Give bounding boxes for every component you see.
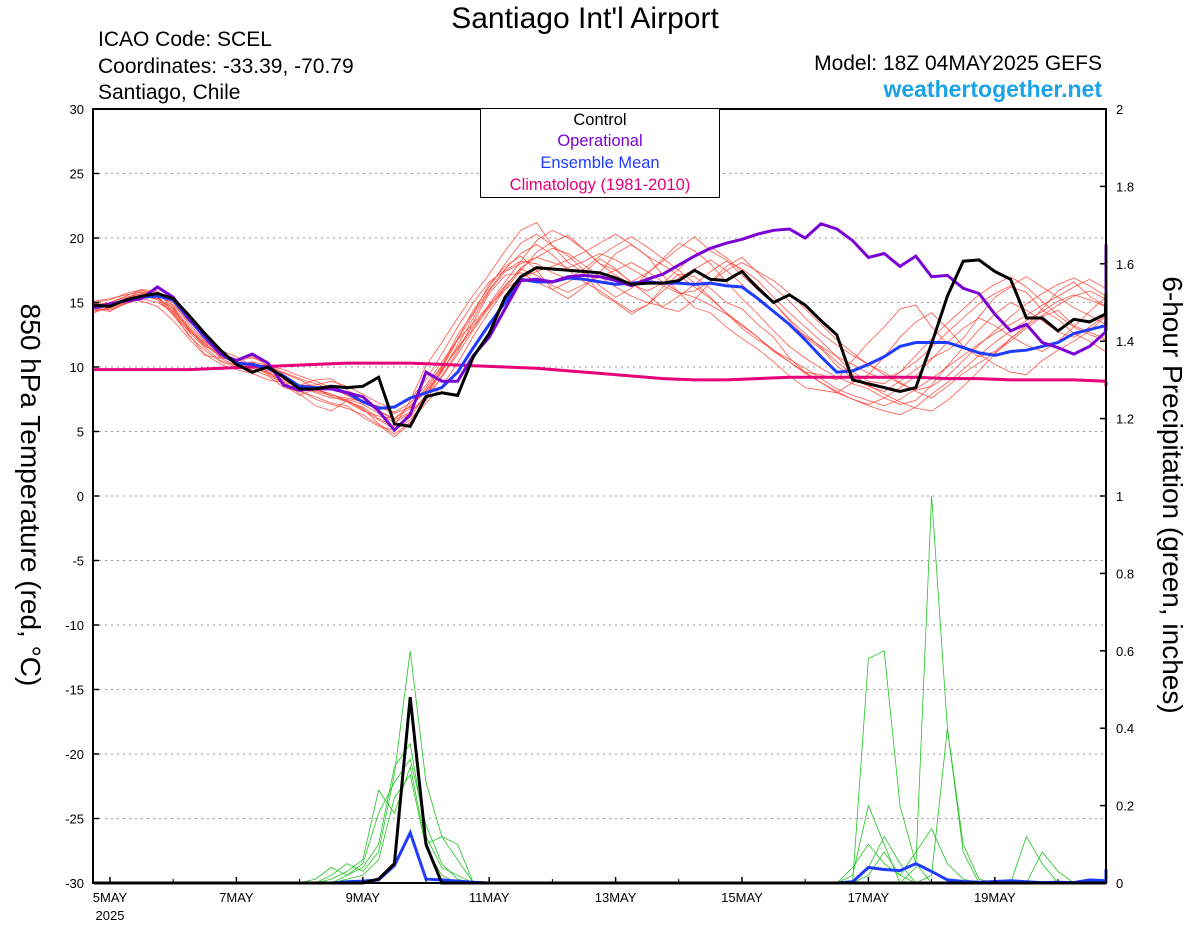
site-brand-link[interactable]: weathertogether.net	[883, 76, 1102, 102]
temp-member-line	[94, 229, 1107, 430]
climatology-line	[94, 361, 1108, 387]
precip-mean-line	[94, 828, 1108, 885]
icao-code: ICAO Code: SCEL	[98, 28, 272, 51]
y-tick-label: 20	[70, 231, 84, 246]
control-line	[94, 258, 1108, 428]
x-tick-label: 19MAY	[974, 890, 1016, 905]
legend-item-operational: Operational	[557, 132, 643, 150]
model-run: Model: 18Z 04MAY2025 GEFS	[814, 52, 1102, 75]
ensemble-mean-line	[93, 276, 1108, 410]
location-name: Santiago, Chile	[98, 81, 241, 104]
x-tick-label: 7MAY	[219, 890, 254, 905]
y2-tick-label: 1	[1116, 489, 1123, 504]
temp-member-line	[94, 262, 1107, 413]
ensemble-members-precipitation	[94, 495, 1107, 884]
operational-line	[93, 222, 1108, 433]
temp-member-line	[94, 221, 1107, 427]
x-tick-label: 15MAY	[721, 890, 763, 905]
coordinates: Coordinates: -33.39, -70.79	[98, 55, 354, 78]
precip-control-line	[94, 697, 1106, 885]
x-tick-label: 5MAY	[93, 890, 128, 905]
y2-tick-label: 0.8	[1116, 566, 1134, 581]
y2-tick-label: 1.2	[1116, 412, 1134, 427]
y-tick-label: 30	[70, 102, 84, 117]
legend: Control Operational Ensemble Mean Climat…	[480, 108, 720, 198]
y2-tick-label: 1.8	[1116, 179, 1134, 194]
temp-member-line	[94, 233, 1107, 420]
x-tick-label: 9MAY	[346, 890, 381, 905]
legend-item-control: Control	[573, 111, 627, 129]
y-tick-label: 5	[77, 425, 84, 440]
y-tick-label: 15	[70, 296, 84, 311]
precip-member-line	[94, 495, 1107, 884]
y2-tick-label: 2	[1116, 102, 1123, 117]
y-tick-label: -15	[65, 683, 84, 698]
y-tick-label: 25	[70, 167, 84, 182]
chart-title: Santiago Int'l Airport	[451, 2, 719, 35]
y2-tick-label: 0.6	[1116, 644, 1134, 659]
y2-tick-label: 0	[1116, 876, 1123, 891]
y2-tick-label: 1.6	[1116, 257, 1134, 272]
y-tick-label: -10	[65, 618, 84, 633]
y-tick-label: -20	[65, 747, 84, 762]
y2-tick-label: 0.4	[1116, 721, 1134, 736]
precip-member-line	[94, 650, 1107, 884]
y2-tick-label: 0.2	[1116, 799, 1134, 814]
temp-member-line	[94, 244, 1107, 420]
x-tick-label: 17MAY	[848, 890, 890, 905]
temp-member-line	[94, 234, 1107, 435]
legend-item-climatology: Climatology (1981-2010)	[509, 176, 691, 194]
y-tick-label: -5	[72, 554, 84, 569]
x-tick-label: 13MAY	[595, 890, 637, 905]
precip-member-line	[94, 773, 1107, 884]
precip-member-line	[94, 631, 1107, 884]
y-tick-label: 0	[77, 489, 84, 504]
y-tick-label: 10	[70, 360, 84, 375]
ensemble-members-temperature	[94, 221, 1107, 438]
y-tick-label: -25	[65, 812, 84, 827]
precip-member-line	[94, 596, 1107, 884]
tick-labels: 302520151050-5-10-15-20-25-3021.81.61.41…	[65, 102, 1134, 923]
x-tick-label: 11MAY	[469, 890, 510, 905]
y-tick-label: -30	[65, 876, 84, 891]
temp-member-line	[94, 236, 1107, 409]
x-tick-sublabel: 2025	[96, 908, 125, 923]
grid-lines	[93, 173, 1106, 819]
legend-item-ensemble-mean: Ensemble Mean	[540, 154, 660, 172]
temp-member-line	[94, 233, 1107, 416]
y2-tick-label: 1.4	[1116, 334, 1134, 349]
